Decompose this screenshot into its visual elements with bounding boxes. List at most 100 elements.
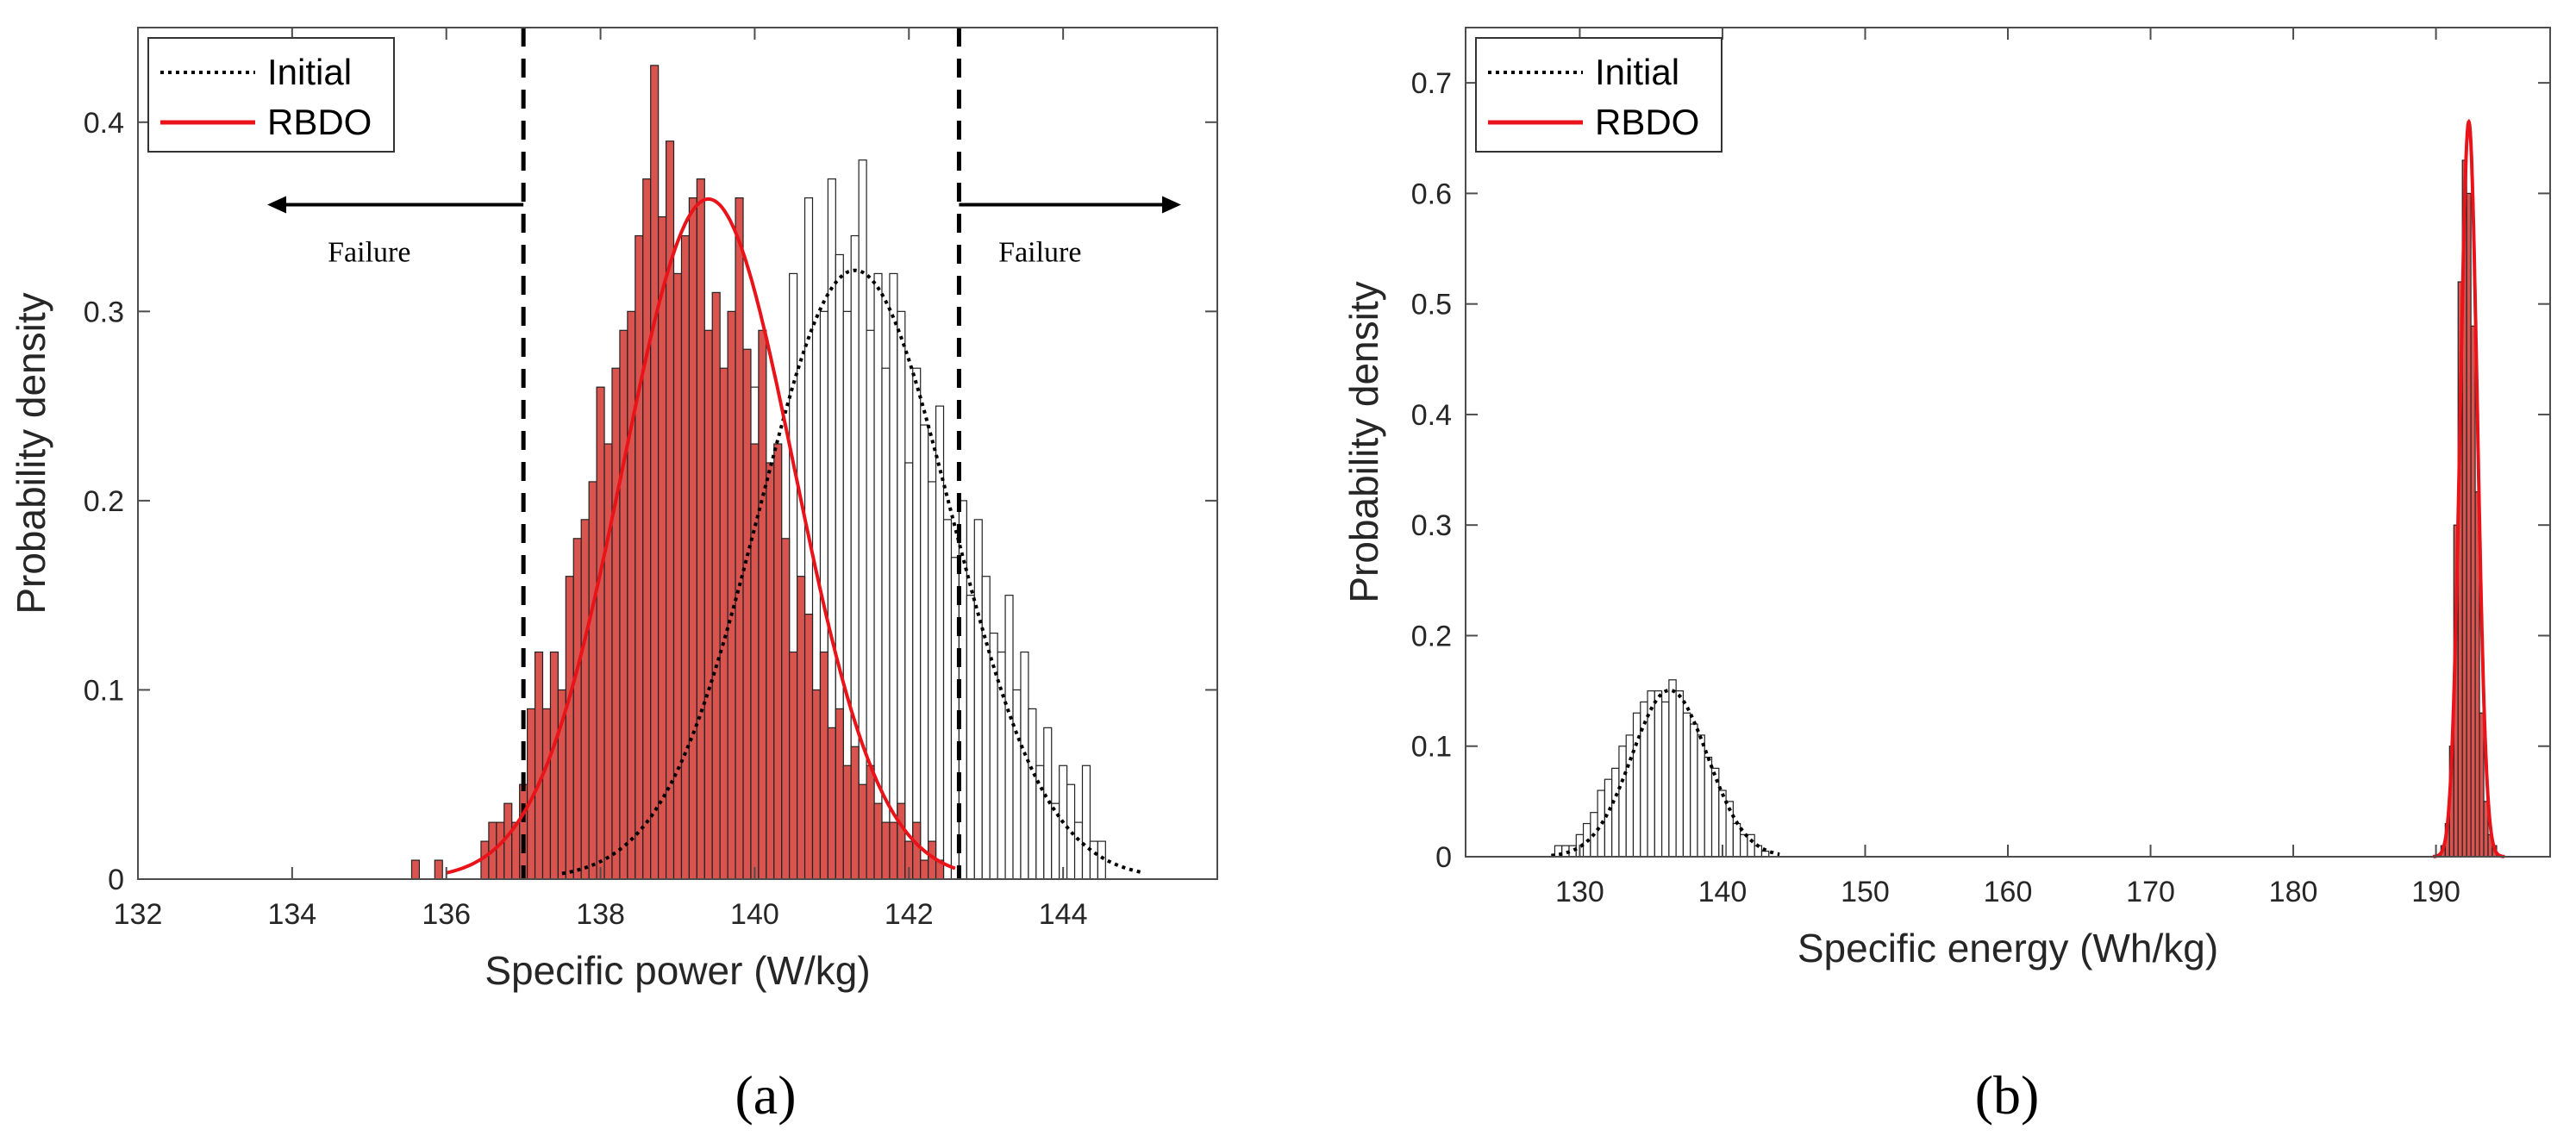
- rbdo-histogram-bar: [672, 272, 683, 880]
- initial-histogram-bar: [997, 651, 1006, 880]
- initial-pdf-curve: [1551, 688, 1780, 858]
- rbdo-histogram-bar: [827, 727, 836, 880]
- rbdo-histogram-bar: [835, 708, 844, 880]
- initial-histogram-bar: [1654, 690, 1663, 858]
- initial-histogram-bar: [1073, 821, 1084, 880]
- initial-histogram-bar: [1660, 701, 1670, 858]
- rbdo-histogram-bar: [781, 538, 791, 880]
- initial-histogram-bar: [1604, 778, 1613, 858]
- rbdo-histogram-bar: [572, 538, 582, 880]
- rbdo-pdf-curve: [446, 197, 956, 875]
- initial-histogram-bar: [1097, 840, 1106, 880]
- chart-panel-b: 130 140 150 160 170 180 190 0 0.1 0.2 0.3 0.4 0.5 0.6…: [1341, 27, 2551, 970]
- failure-arrowhead-left: [267, 196, 286, 214]
- initial-histogram-bar: [1066, 783, 1076, 880]
- rbdo-histogram-bar: [711, 291, 721, 880]
- rbdo-histogram-bar: [797, 576, 806, 880]
- legend-initial-label: Initial: [267, 52, 352, 92]
- rbdo-histogram-bar: [758, 329, 767, 880]
- rbdo-histogram-bar: [2466, 192, 2472, 858]
- rbdo-histogram-bar: [565, 576, 574, 880]
- legend-rbdo-label: RBDO: [1595, 102, 1699, 142]
- rbdo-histogram-bar: [920, 859, 929, 880]
- initial-histogram-bar: [1611, 767, 1620, 858]
- y-axis-label: Probability density: [9, 292, 53, 614]
- y-axis-label: Probability density: [1341, 281, 1386, 602]
- rbdo-histogram-bar: [750, 443, 760, 880]
- rbdo-histogram-bar: [703, 329, 713, 880]
- rbdo-histogram-bar: [549, 651, 559, 880]
- x-tick-label: 144: [1039, 898, 1088, 931]
- legend-rbdo-label: RBDO: [267, 102, 372, 142]
- initial-histogram-bar: [1697, 734, 1705, 858]
- rbdo-histogram-bar: [410, 859, 421, 880]
- initial-histogram-bar: [981, 576, 991, 880]
- rbdo-histogram-bar: [588, 481, 597, 880]
- y-tick-label: 0.7: [1411, 67, 1452, 100]
- initial-histogram-bar: [1618, 746, 1627, 858]
- x-tick-label: 140: [730, 898, 779, 931]
- initial-histogram-bar: [942, 519, 953, 880]
- rbdo-histogram-bar: [635, 234, 644, 880]
- x-tick-label: 140: [1698, 876, 1748, 908]
- initial-histogram-bar: [1704, 756, 1713, 858]
- axes-frame: [137, 27, 1218, 880]
- legend-box: [147, 37, 395, 153]
- x-tick-label: 130: [1555, 876, 1604, 908]
- rbdo-histogram-bar: [503, 802, 513, 880]
- rbdo-histogram-bar: [611, 367, 621, 880]
- initial-histogram-bar: [1012, 689, 1022, 880]
- rbdo-histogram-bar: [534, 651, 544, 880]
- x-tick-label: 136: [422, 898, 471, 931]
- rbdo-histogram-bar: [881, 821, 891, 880]
- rbdo-histogram-bar: [2470, 325, 2476, 858]
- initial-histogram-bar: [1004, 595, 1014, 880]
- rbdo-histogram-bar: [866, 764, 875, 880]
- y-tick-label: 0.1: [84, 674, 124, 707]
- x-tick-label: 160: [1984, 876, 2033, 908]
- rbdo-histogram-bar: [889, 821, 898, 880]
- failure-arrowhead-right: [1162, 196, 1181, 214]
- rbdo-histogram-bar: [596, 386, 605, 880]
- rbdo-histogram-bar: [642, 178, 652, 880]
- initial-histogram-bar: [928, 481, 937, 880]
- legend-box: [1475, 37, 1723, 153]
- initial-histogram-bar: [1682, 712, 1691, 858]
- y-tick-label: 0.4: [1411, 399, 1452, 432]
- y-tick-label: 0.3: [84, 296, 124, 328]
- x-tick-label: 190: [2411, 876, 2460, 908]
- rbdo-histogram-bar: [680, 234, 691, 880]
- rbdo-histogram-bar: [897, 802, 906, 880]
- y-tick-label: 0: [1435, 841, 1452, 874]
- chart-panel-a: 132 134 136 138 140 142 144 0 0.1 0.2 0.3 0.4 Specif…: [9, 27, 1218, 993]
- initial-histogram-bar: [897, 310, 906, 880]
- y-tick-label: 0: [108, 864, 124, 896]
- rbdo-histogram-bar: [696, 178, 705, 880]
- x-tick-label: 134: [267, 898, 316, 931]
- rbdo-histogram-bar: [742, 348, 752, 880]
- rbdo-pdf-curve: [2432, 118, 2505, 858]
- rbdo-histogram-bar: [819, 651, 828, 880]
- x-tick-label: 142: [885, 898, 934, 931]
- initial-histogram-bar: [989, 632, 998, 880]
- rbdo-histogram-bar: [789, 651, 798, 880]
- rbdo-histogram-bar: [541, 708, 552, 880]
- initial-histogram-bar: [1632, 712, 1641, 858]
- rbdo-histogram-bar: [766, 462, 775, 880]
- x-axis-label: Specific energy (Wh/kg): [1798, 926, 2218, 970]
- x-tick-label: 170: [2126, 876, 2175, 908]
- failure-annotation: Failure: [328, 236, 410, 268]
- legend: Initial RBDO: [1475, 37, 1723, 153]
- rbdo-histogram-bar: [496, 821, 505, 880]
- initial-histogram-bar: [1081, 764, 1091, 880]
- y-tick-label: 0.3: [1411, 509, 1452, 542]
- y-tick-label: 0.2: [1411, 620, 1452, 652]
- initial-histogram-bar: [973, 519, 983, 880]
- x-tick-label: 132: [114, 898, 163, 931]
- rbdo-histogram-bar: [619, 329, 628, 880]
- panel-label-b: (b): [1975, 1064, 2040, 1126]
- initial-histogram-bar: [904, 462, 914, 880]
- rbdo-histogram-bar: [912, 821, 922, 880]
- y-tick-label: 0.2: [84, 485, 124, 518]
